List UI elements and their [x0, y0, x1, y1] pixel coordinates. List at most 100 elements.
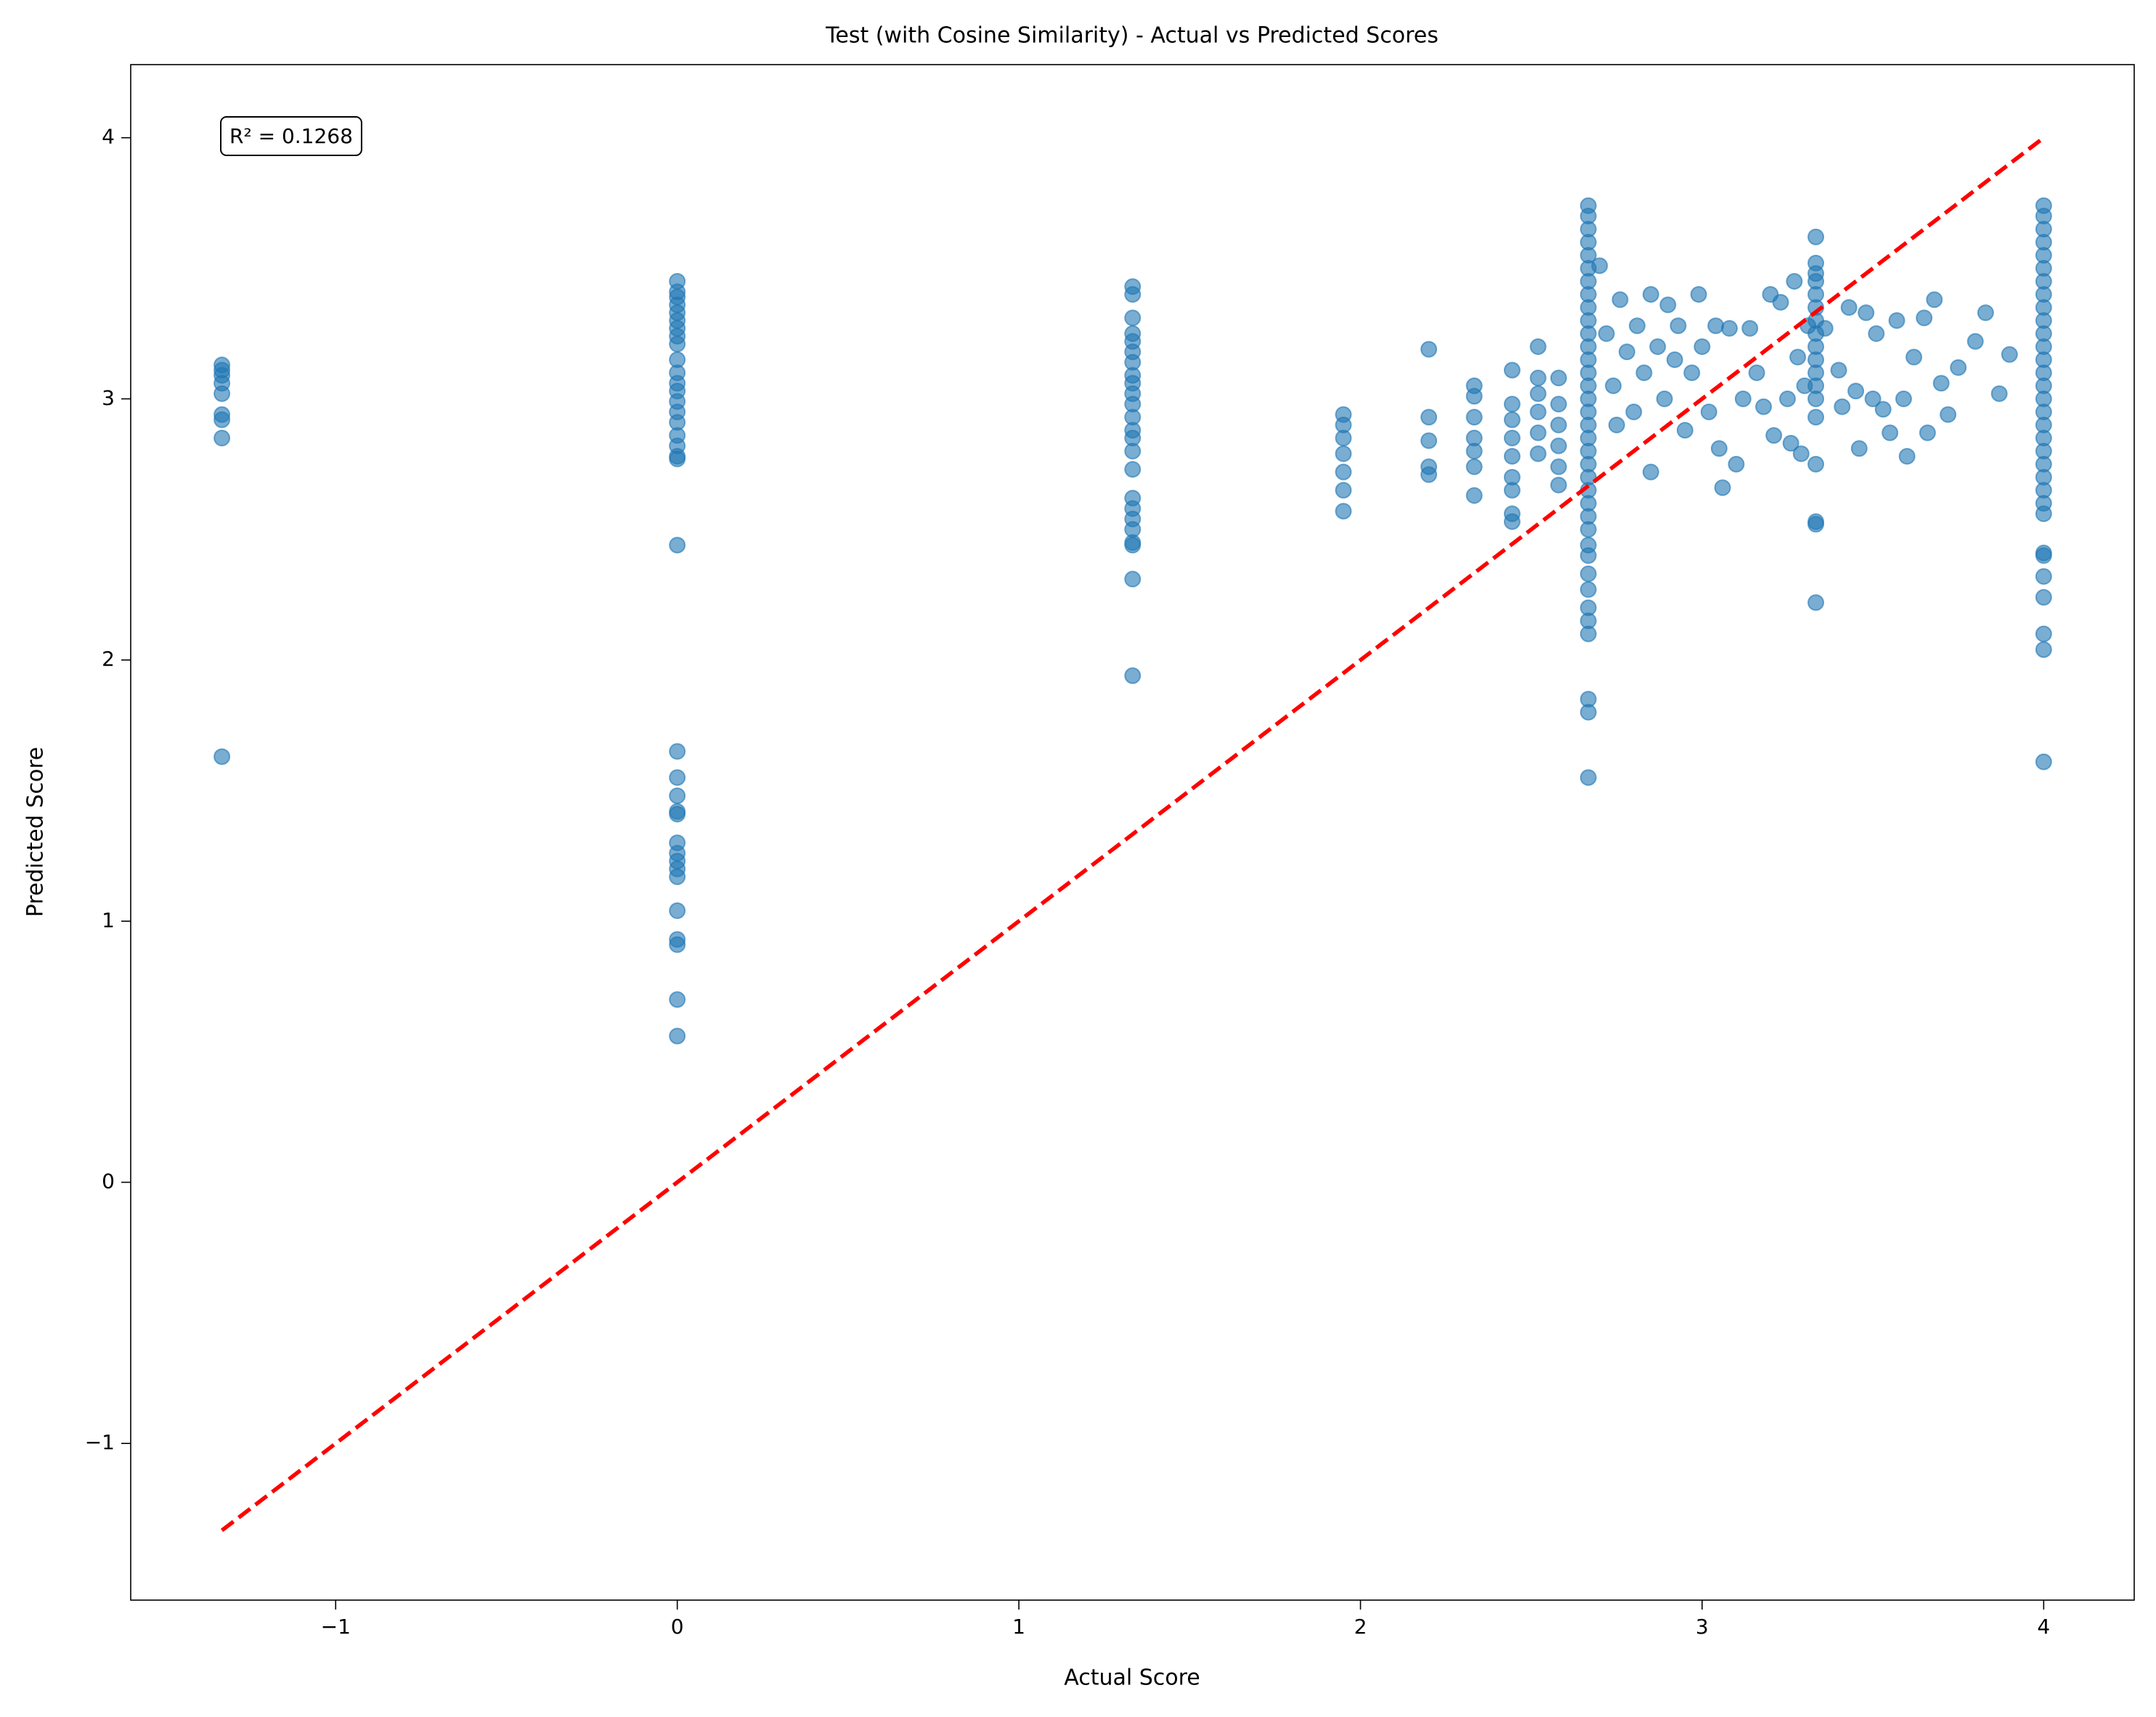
point [1642, 286, 1659, 303]
point [1420, 409, 1438, 426]
point [1888, 312, 1905, 329]
point [1503, 411, 1521, 428]
point [2035, 547, 2052, 564]
point [1782, 435, 1799, 452]
point [1666, 351, 1683, 368]
point [669, 902, 686, 919]
annotation: R² = 0.1268 [229, 124, 353, 148]
reference-line [220, 136, 2046, 1533]
y-tick-label: 0 [102, 1169, 115, 1193]
point [1550, 396, 1567, 413]
point [1693, 338, 1711, 355]
point [2001, 346, 2018, 363]
point [1807, 455, 1825, 473]
point [1124, 309, 1142, 327]
point [1789, 348, 1807, 366]
point [1124, 667, 1142, 685]
point [1765, 427, 1783, 444]
point [1840, 299, 1858, 317]
point [669, 868, 686, 886]
point [1550, 416, 1567, 433]
point [1690, 286, 1707, 303]
x-tick-label: 4 [2037, 1615, 2050, 1639]
point [1608, 416, 1625, 433]
point [1579, 521, 1597, 538]
point [2035, 625, 2052, 643]
point [2035, 505, 2052, 523]
point [1579, 581, 1597, 598]
point [213, 429, 231, 446]
point [1721, 319, 1738, 337]
point [1895, 390, 1912, 407]
point [1550, 458, 1567, 476]
x-tick-label: 3 [1696, 1615, 1709, 1639]
x-tick-label: −1 [321, 1615, 351, 1639]
y-tick-label: −1 [85, 1430, 115, 1454]
point [1124, 442, 1142, 460]
point [1550, 370, 1567, 387]
point [1335, 429, 1352, 446]
point [1748, 364, 1765, 381]
point [1858, 304, 1875, 322]
point [1335, 502, 1352, 520]
point [2035, 753, 2052, 770]
point [1669, 317, 1687, 335]
point [1579, 703, 1597, 721]
point [1503, 481, 1521, 499]
y-tick-label: 3 [102, 386, 115, 409]
point [1629, 317, 1646, 335]
point [669, 335, 686, 353]
point [1830, 362, 1847, 379]
point [1779, 390, 1797, 407]
point [1807, 515, 1825, 533]
point [1707, 317, 1725, 335]
point [1683, 364, 1701, 381]
point [2035, 589, 2052, 606]
point [1834, 398, 1851, 415]
point [1898, 448, 1916, 465]
point [1579, 625, 1597, 643]
point [1124, 286, 1142, 303]
point [1550, 437, 1567, 454]
point [1850, 440, 1868, 457]
y-tick-label: 4 [102, 125, 115, 149]
point [1529, 338, 1547, 355]
point [1926, 291, 1943, 309]
point [1700, 403, 1717, 420]
point [1529, 424, 1547, 441]
point [669, 450, 686, 468]
point [1816, 319, 1834, 337]
point [669, 537, 686, 554]
point [213, 748, 231, 765]
point [669, 936, 686, 953]
point [1916, 309, 1933, 327]
y-axis-label: Predicted Score [23, 747, 49, 917]
point [1792, 445, 1810, 462]
point [1625, 403, 1643, 420]
point [1874, 401, 1892, 418]
point [213, 411, 231, 428]
point [1618, 343, 1635, 361]
point [1741, 319, 1759, 337]
point [1919, 424, 1936, 441]
x-tick-label: 0 [671, 1615, 684, 1639]
point [1868, 325, 1885, 342]
point [2035, 641, 2052, 658]
point [669, 1027, 686, 1045]
point [1529, 370, 1547, 387]
point [213, 385, 231, 402]
point [1124, 461, 1142, 478]
annotation-box [220, 116, 362, 156]
point [1728, 455, 1745, 473]
point [1847, 383, 1865, 400]
point [1335, 481, 1352, 499]
point [1807, 409, 1825, 426]
point [1529, 445, 1547, 462]
point [1550, 476, 1567, 494]
y-tick-label: 2 [102, 647, 115, 671]
point [1786, 273, 1803, 290]
point [1124, 571, 1142, 588]
point [1503, 429, 1521, 446]
